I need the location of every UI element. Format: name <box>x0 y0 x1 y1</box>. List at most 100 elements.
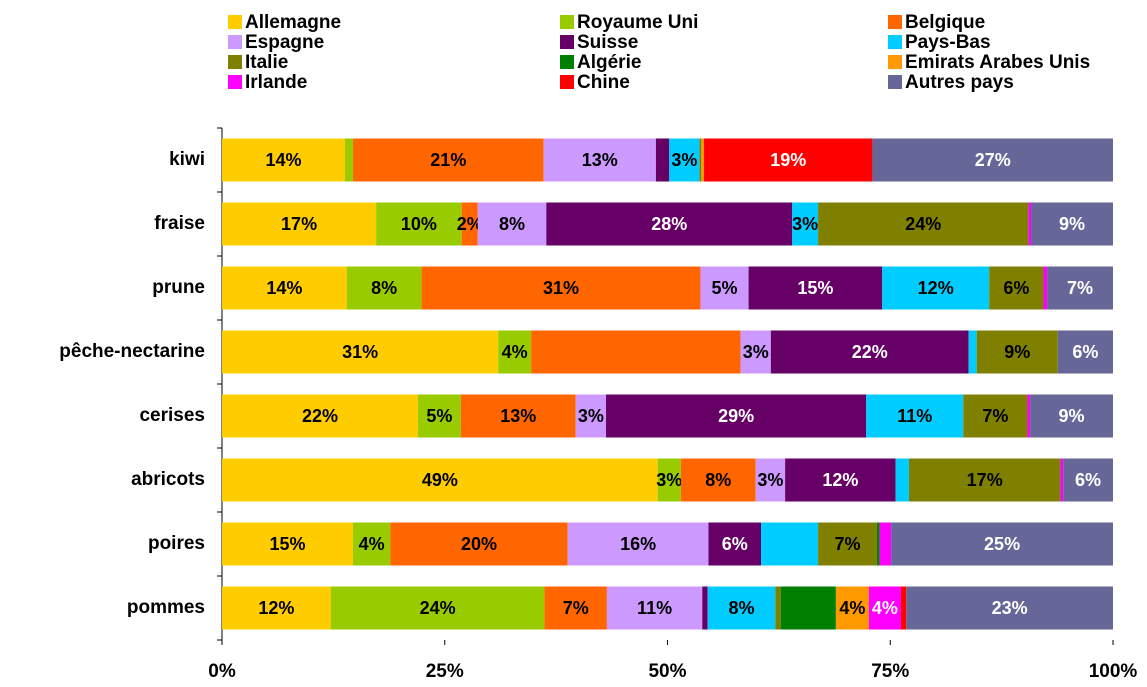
category-label: cerises <box>139 405 205 426</box>
data-label: 29% <box>718 406 754 426</box>
bar-segment <box>1063 458 1113 502</box>
bar-segment <box>785 458 896 502</box>
data-label: 3% <box>792 214 818 234</box>
legend-label: Chine <box>577 72 630 93</box>
data-label: 2% <box>457 214 483 234</box>
data-label: 6% <box>722 534 748 554</box>
bar-segment <box>376 202 462 246</box>
data-label: 9% <box>1059 214 1085 234</box>
bar-segment <box>891 522 1113 566</box>
bar-segment <box>352 138 544 182</box>
bar-segment <box>882 266 990 310</box>
bar-segment <box>222 522 353 566</box>
data-label: 14% <box>266 278 302 298</box>
data-label: 12% <box>918 278 954 298</box>
data-label: 22% <box>852 342 888 362</box>
data-label: 6% <box>1075 470 1101 490</box>
bar-segment <box>968 330 977 374</box>
bar-segment <box>222 586 331 630</box>
data-label: 4% <box>359 534 385 554</box>
legend-label: Pays-Bas <box>905 32 991 53</box>
bar-segment <box>704 138 873 182</box>
data-label: 19% <box>770 150 806 170</box>
data-label: 5% <box>426 406 452 426</box>
data-label: 22% <box>302 406 338 426</box>
bar-segment <box>908 458 1061 502</box>
x-tick-label: 100% <box>1089 661 1138 682</box>
bar-segment <box>222 458 658 502</box>
data-label: 3% <box>578 406 604 426</box>
x-tick-label: 0% <box>208 661 236 682</box>
legend-swatch <box>888 35 902 49</box>
bar-segment <box>222 138 345 182</box>
legend-label: Italie <box>245 52 288 73</box>
bar-segment <box>702 586 708 630</box>
bar-segment <box>792 202 819 246</box>
bar-segment <box>330 586 545 630</box>
data-label: 28% <box>651 214 687 234</box>
data-label: 3% <box>743 342 769 362</box>
category-label: poires <box>148 533 205 554</box>
legend-swatch <box>888 15 902 29</box>
legend-swatch <box>888 75 902 89</box>
data-label: 11% <box>637 598 672 618</box>
legend-label: Belgique <box>905 12 985 33</box>
bar-segment <box>700 266 749 310</box>
data-label: 6% <box>1003 278 1029 298</box>
data-label: 24% <box>420 598 456 618</box>
data-label: 10% <box>401 214 437 234</box>
bar-segment <box>699 138 702 182</box>
bar-segment <box>989 266 1044 310</box>
bar-segment <box>575 394 607 438</box>
data-label: 12% <box>258 598 294 618</box>
bar-segment <box>669 138 700 182</box>
bar-segment <box>780 586 836 630</box>
legend-label: Suisse <box>577 32 638 53</box>
bar-segment <box>818 522 877 566</box>
legend-swatch <box>228 55 242 69</box>
bar-segment <box>818 202 1029 246</box>
bar-segment <box>352 522 391 566</box>
bar-segment <box>477 202 547 246</box>
bar-segment <box>963 394 1028 438</box>
bar-segment <box>895 458 909 502</box>
bar-segment <box>906 586 1113 630</box>
bar-segment <box>1047 266 1113 310</box>
data-label: 8% <box>371 278 397 298</box>
data-label: 15% <box>269 534 305 554</box>
data-label: 27% <box>975 150 1011 170</box>
bar-segment <box>1057 330 1113 374</box>
data-label: 7% <box>982 406 1008 426</box>
bar-segment <box>222 394 419 438</box>
data-label: 4% <box>502 342 528 362</box>
category-label: prune <box>152 277 205 298</box>
data-label: 6% <box>1072 342 1098 362</box>
bar-segment <box>770 330 969 374</box>
bar-segment <box>1031 202 1113 246</box>
bar-segment <box>1043 266 1048 310</box>
bar-segment <box>740 330 771 374</box>
bar-segment <box>546 202 793 246</box>
data-label: 31% <box>543 278 579 298</box>
data-label: 7% <box>1067 278 1093 298</box>
data-label: 7% <box>834 534 860 554</box>
bar-segment <box>835 586 869 630</box>
bar-segment <box>567 522 709 566</box>
data-label: 12% <box>822 470 858 490</box>
x-tick-label: 25% <box>426 661 464 682</box>
bar-segment <box>544 586 607 630</box>
data-label: 24% <box>905 214 941 234</box>
data-label: 3% <box>671 150 697 170</box>
bar-segment <box>531 330 741 374</box>
bar-segment <box>657 458 681 502</box>
data-label: 8% <box>728 598 754 618</box>
bar-segment <box>761 522 819 566</box>
legend-label: Autres pays <box>905 72 1014 93</box>
bar-segment <box>1028 202 1032 246</box>
legend-swatch <box>888 55 902 69</box>
bar-segment <box>222 266 347 310</box>
data-label: 8% <box>705 470 731 490</box>
bar-segment <box>346 266 422 310</box>
data-label: 3% <box>656 470 682 490</box>
data-label: 25% <box>984 534 1020 554</box>
